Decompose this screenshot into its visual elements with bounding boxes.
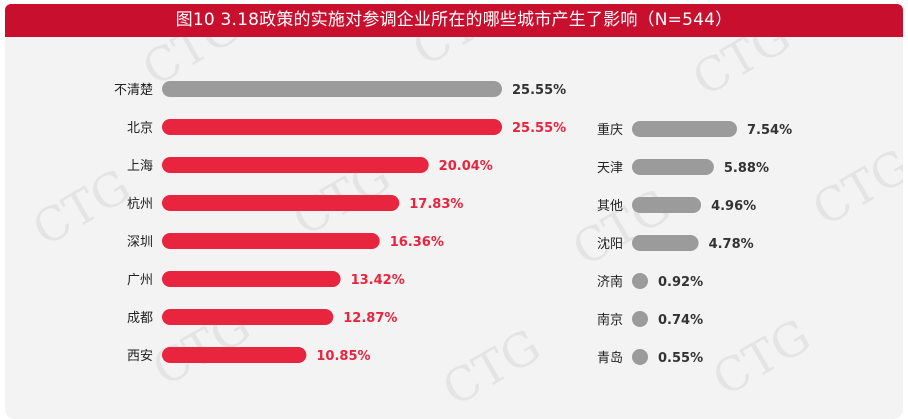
category-label: 重庆: [597, 122, 623, 138]
value-label: 4.78%: [709, 237, 754, 252]
bar: [162, 157, 429, 173]
bar: [162, 119, 502, 135]
category-label: 成都: [127, 311, 153, 326]
category-label: 西安: [127, 349, 153, 364]
value-label: 12.87%: [343, 311, 397, 326]
value-label: 0.74%: [658, 313, 703, 328]
category-label: 上海: [127, 159, 153, 174]
value-label: 20.04%: [439, 159, 493, 174]
bar: [162, 233, 380, 249]
bar: [162, 347, 307, 363]
bar: [162, 195, 400, 211]
value-label: 5.88%: [724, 161, 769, 176]
category-label: 济南: [597, 274, 623, 290]
title-banner: 图10 3.18政策的实施对参调企业所在的哪些城市产生了影响（N=544）: [5, 4, 903, 37]
category-label: 南京: [597, 312, 623, 328]
category-label: 北京: [127, 121, 153, 136]
category-label: 天津: [597, 161, 623, 176]
category-label: 沈阳: [597, 237, 623, 252]
value-label: 7.54%: [747, 123, 792, 138]
bar: [162, 81, 502, 97]
category-label: 杭州: [127, 197, 153, 212]
category-label: 广州: [127, 273, 153, 288]
category-label: 不清楚: [114, 83, 153, 98]
bar: [632, 121, 737, 137]
bar-chart: 不清楚 25.55% 北京 25.55% 上海 20.04% 杭州 17.83% 深圳 16.36…: [114, 81, 792, 366]
value-label: 25.55%: [512, 121, 566, 136]
category-label: 深圳: [127, 235, 153, 250]
bar: [632, 159, 714, 175]
bar: [632, 349, 648, 365]
category-label: 其他: [597, 199, 623, 214]
category-label: 青岛: [597, 350, 623, 366]
bar: [632, 273, 648, 289]
value-label: 17.83%: [409, 197, 463, 212]
bar: [632, 197, 702, 213]
chart-title: 图10 3.18政策的实施对参调企业所在的哪些城市产生了影响（N=544）: [175, 10, 733, 30]
value-label: 10.85%: [316, 349, 370, 364]
value-label: 16.36%: [390, 235, 444, 250]
value-label: 0.92%: [658, 275, 703, 290]
value-label: 0.55%: [658, 351, 703, 366]
value-label: 13.42%: [351, 273, 405, 288]
bar: [632, 311, 648, 327]
chart-card: CTGCTGCTGCTGCTGCTGCTGCTGCTGCTG 不清楚25.55%…: [5, 37, 903, 419]
bar: [162, 309, 334, 325]
value-label: 25.55%: [512, 83, 566, 98]
bar: [632, 235, 699, 251]
value-label: 4.96%: [711, 199, 756, 214]
bar: [162, 271, 341, 287]
